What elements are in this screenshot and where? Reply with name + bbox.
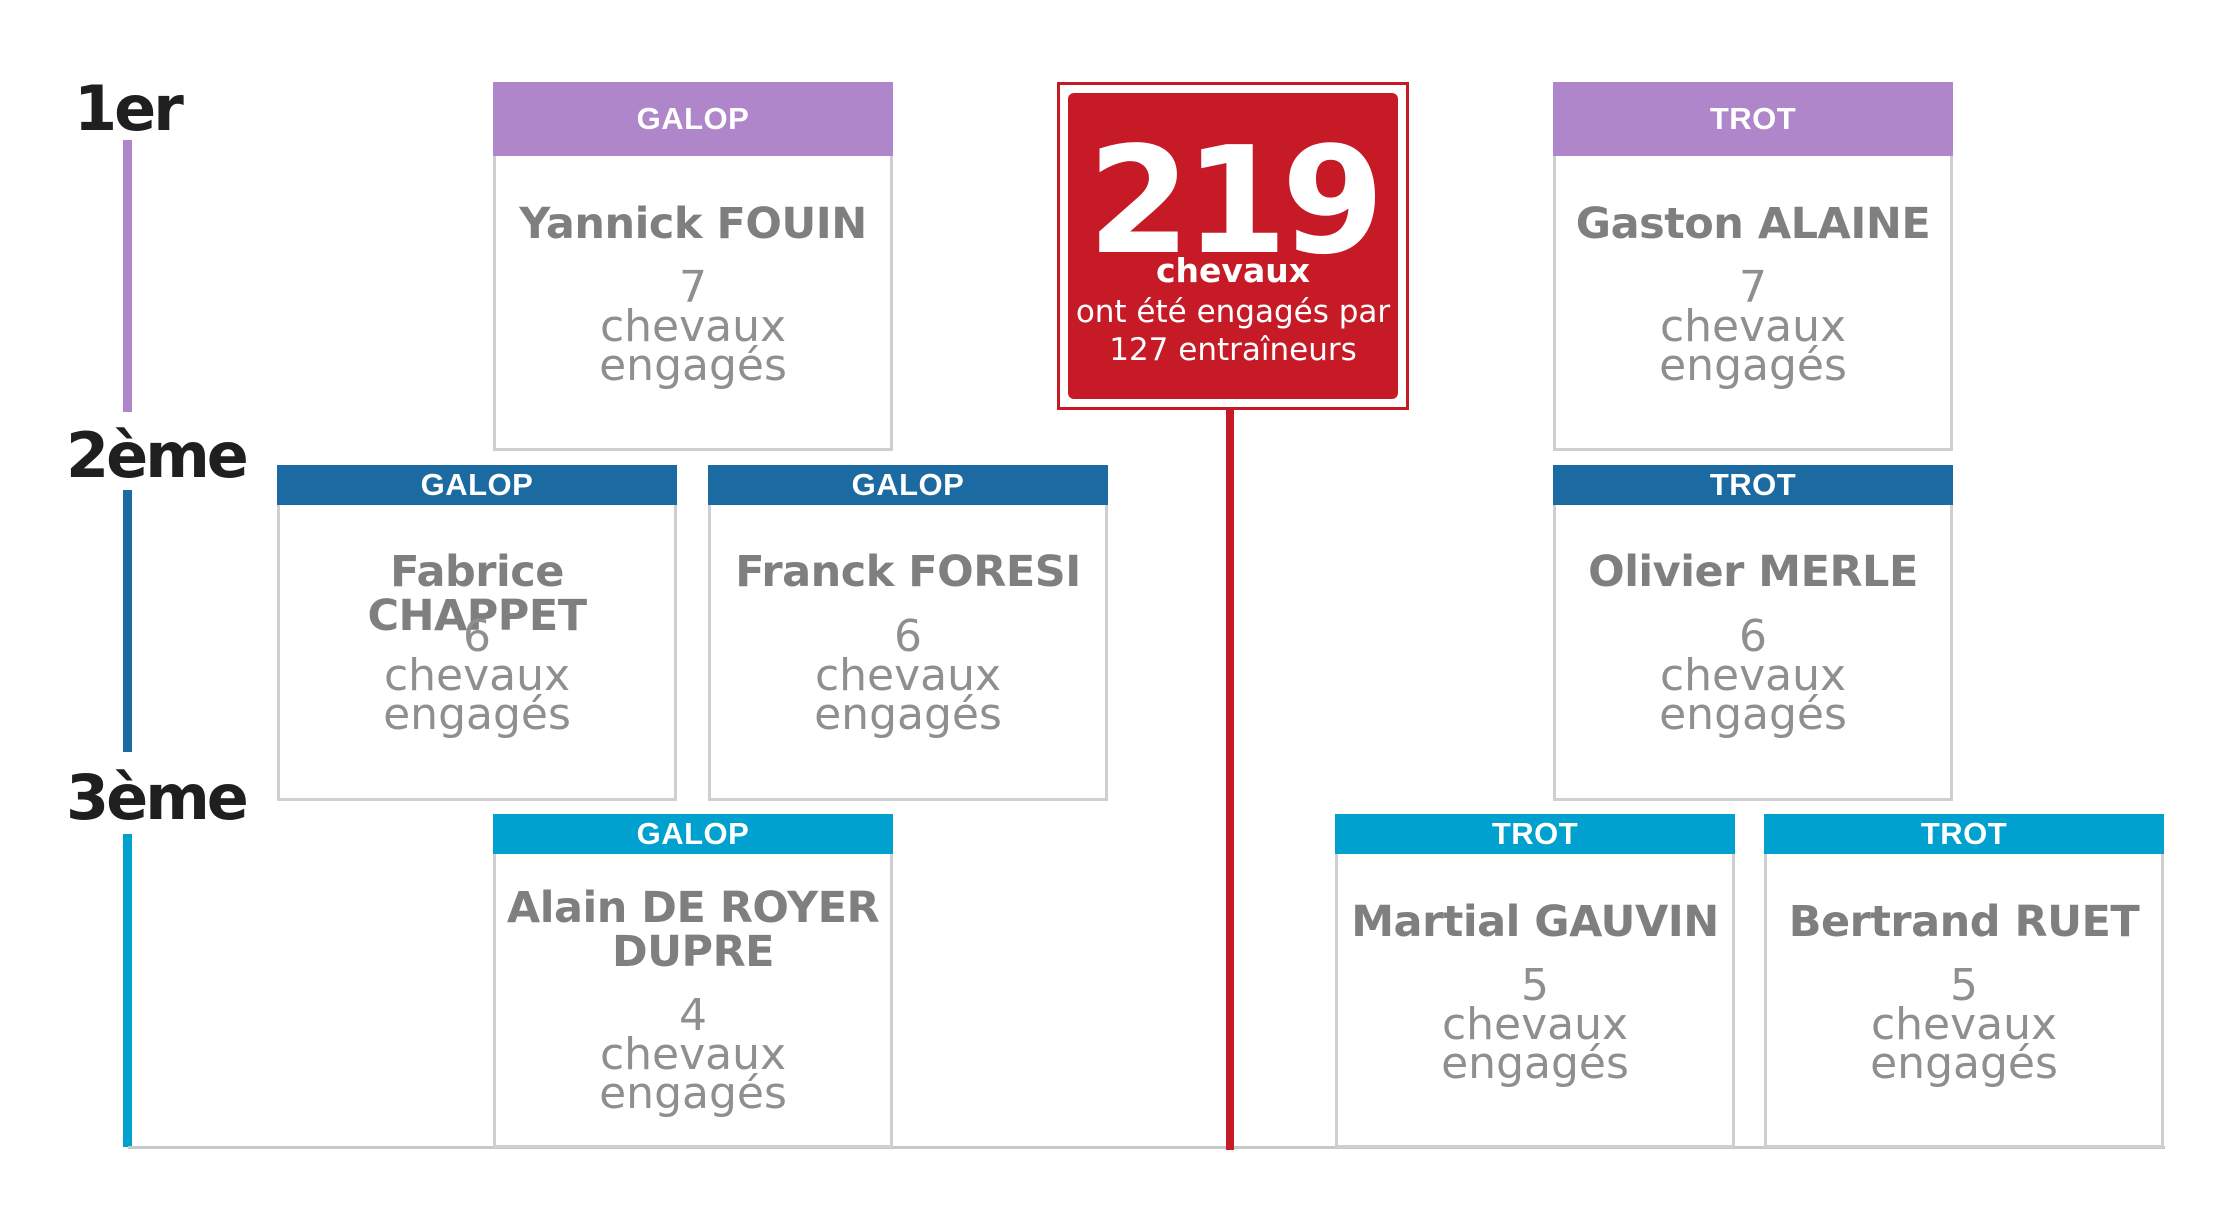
trainer-name-line1: Alain DE ROYER <box>506 883 880 933</box>
rank-label-2eme: 2ème <box>66 419 249 492</box>
trainer-card: TROT Martial GAUVIN 5 chevaux engagés <box>1335 814 1735 1148</box>
total-pole <box>1226 410 1234 1150</box>
horse-count: 5 <box>1521 960 1549 1011</box>
total-description: ont été engagés par 127 entraîneurs <box>1068 293 1398 369</box>
horse-count-word1: chevaux <box>1659 650 1847 701</box>
trainer-name: Fabrice CHAPPET <box>280 550 674 638</box>
category-header: GALOP <box>277 465 677 505</box>
trainer-name-line1: Fabrice CHAPPET <box>367 547 587 641</box>
total-description-line1: ont été engagés par <box>1075 294 1391 330</box>
category-header: GALOP <box>493 814 893 854</box>
rank-label-1er: 1er <box>74 72 184 145</box>
category-header: GALOP <box>708 465 1108 505</box>
trainer-card: GALOP Yannick FOUIN 7 chevaux engagés <box>493 82 893 451</box>
horse-count-word2: engagés <box>599 340 787 391</box>
category-header: TROT <box>1553 82 1953 156</box>
trainer-name: Alain DE ROYER DUPRE <box>496 886 890 974</box>
trainer-name-line1: Franck FORESI <box>735 547 1081 597</box>
total-panel: 219 chevaux ont été engagés par 127 entr… <box>1057 82 1409 410</box>
baseline <box>128 1146 2165 1149</box>
total-panel-fill: 219 chevaux ont été engagés par 127 entr… <box>1068 93 1398 399</box>
horse-count-word2: engagés <box>383 689 571 740</box>
trainer-card: TROT Bertrand RUET 5 chevaux engagés <box>1764 814 2164 1148</box>
horse-count: 5 <box>1950 960 1978 1011</box>
horse-count-block: 5 chevaux engagés <box>1767 960 2161 1089</box>
horse-count-word2: engagés <box>814 689 1002 740</box>
horse-count-word2: engagés <box>1659 689 1847 740</box>
horse-count-word2: engagés <box>599 1068 787 1119</box>
total-count: 219 <box>1087 115 1385 287</box>
horse-count-word1: chevaux <box>599 301 787 352</box>
trainer-card: GALOP Franck FORESI 6 chevaux engagés <box>708 465 1108 801</box>
trainer-name-line2: DUPRE <box>611 927 775 977</box>
trainer-name: Bertrand RUET <box>1767 900 2161 944</box>
horse-count-word1: chevaux <box>1659 301 1847 352</box>
category-header: TROT <box>1764 814 2164 854</box>
horse-count-word1: chevaux <box>599 1029 787 1080</box>
total-unit: chevaux <box>1156 251 1310 290</box>
horse-count-block: 4 chevaux engagés <box>496 990 890 1119</box>
rank-1-line <box>123 140 132 412</box>
category-header: TROT <box>1335 814 1735 854</box>
horse-count-block: 6 chevaux engagés <box>280 611 674 740</box>
rank-3-line <box>123 834 132 1147</box>
horse-count: 6 <box>894 611 922 662</box>
trainer-card: TROT Olivier MERLE 6 chevaux engagés <box>1553 465 1953 801</box>
horse-count: 4 <box>679 990 707 1041</box>
rank-2-line <box>123 490 132 752</box>
horse-count-word1: chevaux <box>383 650 571 701</box>
horse-count-block: 6 chevaux engagés <box>711 611 1105 740</box>
horse-count-word2: engagés <box>1441 1038 1629 1089</box>
trainer-name-line1: Martial GAUVIN <box>1351 897 1719 947</box>
trainer-name: Gaston ALAINE <box>1556 202 1950 246</box>
trainer-card: TROT Gaston ALAINE 7 chevaux engagés <box>1553 82 1953 451</box>
trainer-card: GALOP Fabrice CHAPPET 6 chevaux engagés <box>277 465 677 801</box>
horse-count: 7 <box>1739 262 1767 313</box>
horse-count-block: 5 chevaux engagés <box>1338 960 1732 1089</box>
horse-count-word2: engagés <box>1870 1038 2058 1089</box>
trainer-name-line1: Bertrand RUET <box>1788 897 2140 947</box>
rank-label-3eme: 3ème <box>66 761 249 834</box>
horse-count-block: 7 chevaux engagés <box>496 262 890 391</box>
total-description-line2: 127 entraîneurs <box>1109 332 1357 368</box>
trainer-name-line1: Yannick FOUIN <box>519 199 867 249</box>
trainer-name: Franck FORESI <box>711 550 1105 594</box>
trainer-name-line1: Olivier MERLE <box>1588 547 1918 597</box>
category-header: TROT <box>1553 465 1953 505</box>
trainer-name: Yannick FOUIN <box>496 202 890 246</box>
trainer-card: GALOP Alain DE ROYER DUPRE 4 chevaux eng… <box>493 814 893 1148</box>
category-header: GALOP <box>493 82 893 156</box>
horse-count-block: 7 chevaux engagés <box>1556 262 1950 391</box>
trainer-name-line1: Gaston ALAINE <box>1575 199 1931 249</box>
horse-count-word1: chevaux <box>1441 999 1629 1050</box>
horse-count-word1: chevaux <box>1870 999 2058 1050</box>
horse-count: 7 <box>679 262 707 313</box>
horse-count-block: 6 chevaux engagés <box>1556 611 1950 740</box>
horse-count-word1: chevaux <box>814 650 1002 701</box>
horse-count-word2: engagés <box>1659 340 1847 391</box>
horse-count: 6 <box>1739 611 1767 662</box>
trainer-name: Olivier MERLE <box>1556 550 1950 594</box>
trainer-name: Martial GAUVIN <box>1338 900 1732 944</box>
horse-count: 6 <box>463 611 491 662</box>
